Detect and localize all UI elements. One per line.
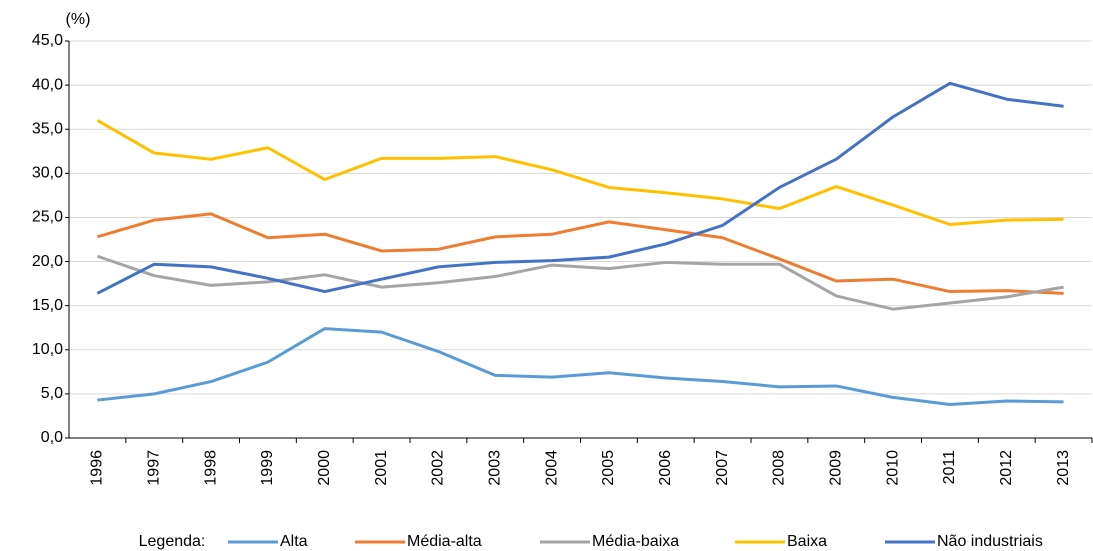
y-tick-label: 40,0: [32, 76, 63, 93]
x-tick-label: 2002: [430, 450, 447, 486]
y-tick-label: 45,0: [32, 32, 63, 49]
y-unit: (%): [66, 11, 91, 28]
x-tick-label: 2011: [941, 450, 958, 485]
x-tick-label: 2003: [486, 450, 503, 486]
legend-label: Média-alta: [407, 533, 482, 550]
x-tick-label: 2013: [1055, 450, 1072, 486]
x-tick-label: 1996: [89, 450, 106, 486]
series-line: [96, 212, 1064, 295]
x-tick-label: 1999: [259, 450, 276, 486]
y-tick-label: 30,0: [32, 165, 63, 182]
x-tick-label: 2004: [543, 450, 560, 486]
y-tick-label: 0,0: [41, 429, 63, 446]
x-tick-label: 2000: [316, 450, 333, 486]
y-tick-label: 35,0: [32, 120, 63, 137]
series-line: [96, 119, 1064, 227]
y-tick-label: 20,0: [32, 253, 63, 270]
legend-label: Baixa: [787, 533, 827, 550]
y-tick-label: 10,0: [32, 341, 63, 358]
series-line: [97, 327, 1064, 406]
x-tick-label: 2001: [373, 450, 390, 486]
series-line: [96, 81, 1064, 295]
series-line: [96, 254, 1064, 311]
x-tick-label: 2010: [884, 450, 901, 486]
x-tick-label: 2012: [998, 450, 1015, 486]
x-tick-label: 2006: [657, 450, 674, 486]
legend-label: Alta: [280, 533, 308, 550]
y-tick-label: 25,0: [32, 209, 63, 226]
x-tick-label: 2007: [714, 450, 731, 486]
legend-label: Média-baixa: [592, 533, 679, 550]
x-tick-label: 2009: [827, 450, 844, 486]
x-tick-label: 2005: [600, 450, 617, 486]
x-tick-label: 1998: [202, 450, 219, 486]
y-tick-label: 5,0: [41, 385, 63, 402]
x-tick-label: 1997: [145, 450, 162, 486]
legend-label: Não industriais: [937, 533, 1043, 550]
y-tick-label: 15,0: [32, 297, 63, 314]
x-tick-label: 2008: [771, 450, 788, 486]
legend-title: Legenda:: [139, 533, 206, 550]
